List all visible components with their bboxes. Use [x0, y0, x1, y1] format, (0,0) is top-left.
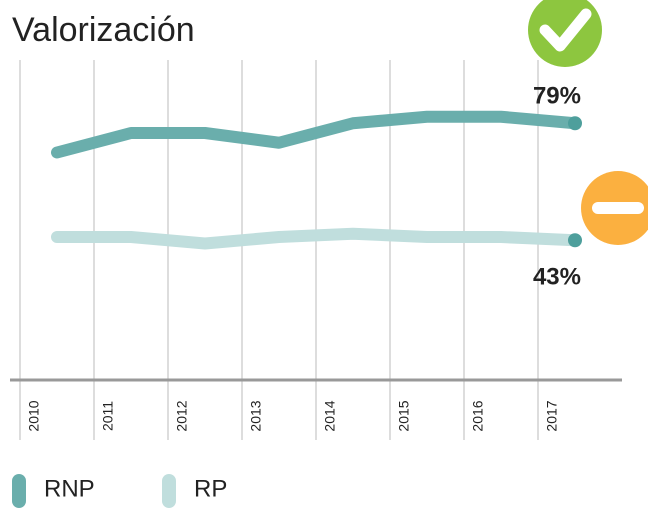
end-point [568, 116, 582, 131]
x-tick-label: 2015 [396, 400, 412, 431]
value-label: 43% [533, 264, 581, 291]
x-tick-label: 2017 [544, 400, 560, 431]
line [51, 110, 581, 159]
legend-swatch [12, 474, 26, 508]
chart-title: Valorización [12, 11, 195, 49]
legend-label: RNP [44, 475, 95, 502]
x-tick-label: 2013 [248, 400, 264, 431]
check-icon [528, 0, 602, 67]
line [51, 227, 581, 250]
legend-label: RP [194, 475, 227, 502]
x-tick-label: 2016 [470, 400, 486, 431]
value-label: 79% [533, 83, 581, 110]
legend-swatch [162, 474, 176, 508]
minus-icon [581, 171, 648, 245]
x-tick-label: 2012 [174, 400, 190, 431]
x-tick-label: 2010 [26, 400, 42, 431]
end-point [568, 233, 582, 248]
x-tick-label: 2014 [322, 400, 338, 431]
x-tick-label: 2011 [100, 401, 116, 431]
